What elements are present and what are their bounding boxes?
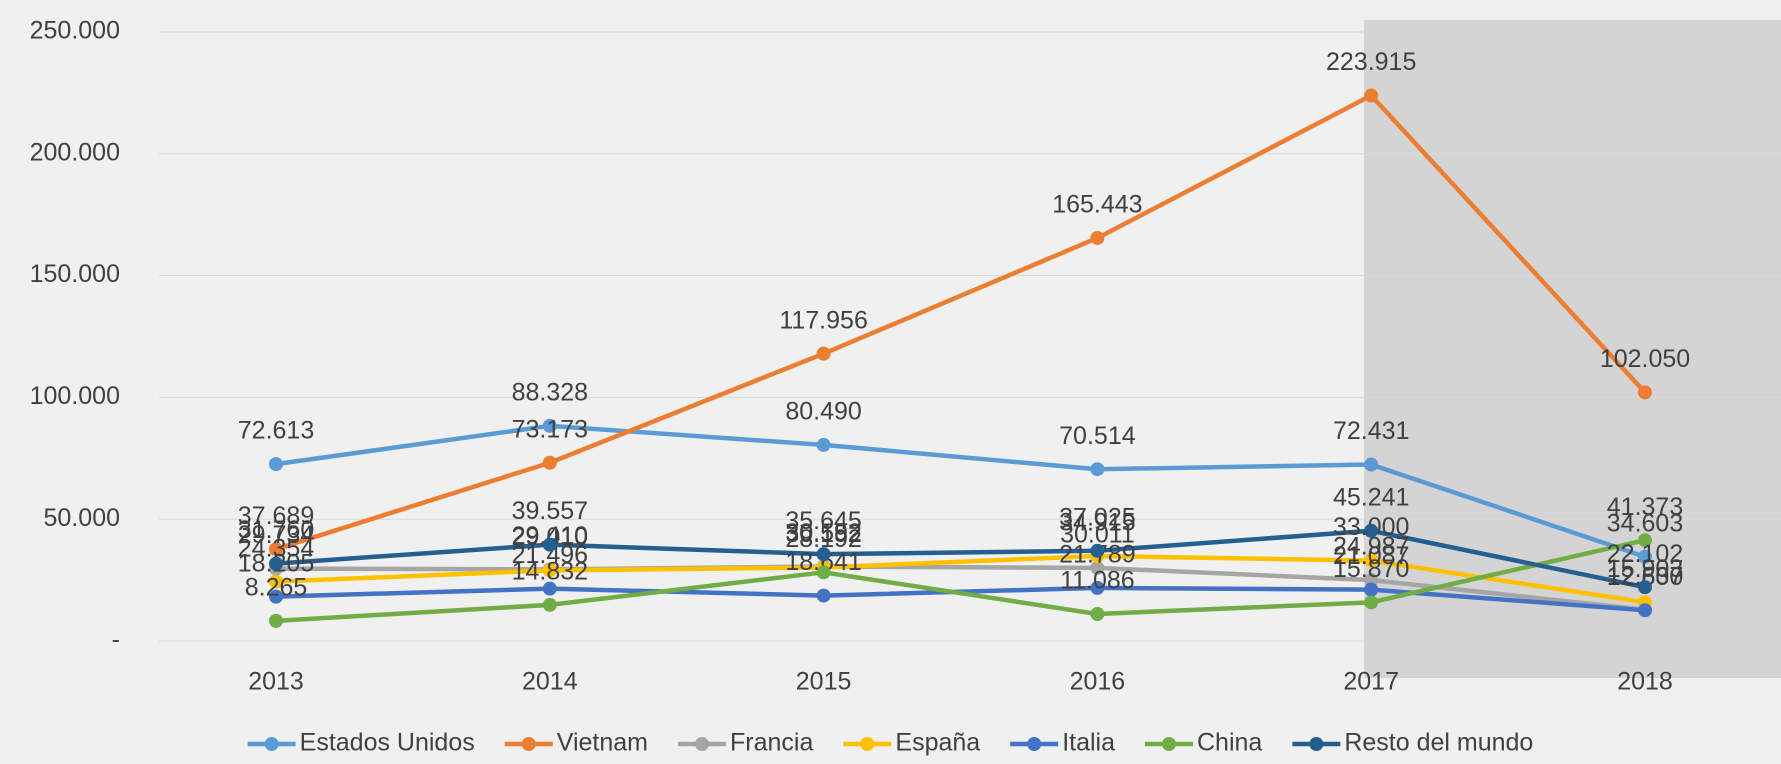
- data-label: 223.915: [1326, 48, 1416, 76]
- data-point: [1364, 458, 1378, 472]
- data-point: [1090, 544, 1104, 558]
- data-point: [1364, 89, 1378, 103]
- data-label: 11.086: [1060, 567, 1135, 595]
- data-label: 45.241: [1333, 483, 1409, 511]
- data-point: [1090, 462, 1104, 476]
- data-point: [543, 598, 557, 612]
- data-point: [1638, 603, 1652, 617]
- legend-label: Italia: [1062, 729, 1115, 757]
- data-point: [269, 614, 283, 628]
- data-point: [817, 565, 831, 579]
- data-label: 15.870: [1333, 555, 1409, 583]
- data-point: [1090, 607, 1104, 621]
- data-point: [269, 557, 283, 571]
- y-tick-label: 50.000: [44, 504, 120, 532]
- data-label: 37.025: [1059, 503, 1135, 531]
- data-point: [1090, 231, 1104, 245]
- x-tick-label: 2016: [1070, 668, 1126, 696]
- data-point: [817, 347, 831, 361]
- y-tick-label: 200.000: [30, 138, 120, 166]
- legend-marker: [1309, 737, 1323, 751]
- data-label: 39.557: [512, 497, 588, 525]
- y-tick-label: 100.000: [30, 382, 120, 410]
- data-label: 117.956: [779, 306, 868, 334]
- legend-label: España: [895, 729, 980, 757]
- x-tick-label: 2015: [796, 668, 852, 696]
- y-tick-label: -: [112, 626, 120, 654]
- data-label: 31.760: [238, 516, 314, 544]
- legend-marker: [265, 737, 279, 751]
- legend-label: Francia: [730, 729, 813, 757]
- data-label: 70.514: [1059, 422, 1136, 450]
- chart: - 50.000 100.000 150.000 200.000 250.000 2013 2…: [0, 0, 1781, 764]
- legend-marker: [522, 737, 536, 751]
- x-tick-label: 2013: [248, 668, 304, 696]
- legend-label: China: [1197, 729, 1262, 757]
- x-tick-label: 2014: [522, 668, 578, 696]
- data-label: 72.431: [1333, 417, 1409, 445]
- x-tick-label: 2018: [1617, 668, 1673, 696]
- data-label: 41.373: [1607, 493, 1683, 521]
- data-label: 22.102: [1607, 540, 1683, 568]
- data-label: 73.173: [512, 415, 588, 443]
- legend-marker: [1162, 737, 1176, 751]
- y-tick-label: 250.000: [30, 17, 120, 45]
- x-tick-label: 2017: [1343, 668, 1399, 696]
- data-label: 14.832: [512, 557, 588, 585]
- data-point: [1364, 524, 1378, 538]
- data-label: 88.328: [512, 378, 588, 406]
- data-point: [1364, 595, 1378, 609]
- y-tick-label: 150.000: [30, 260, 120, 288]
- data-point: [817, 589, 831, 603]
- data-point: [1638, 385, 1652, 399]
- legend-label: Estados Unidos: [300, 729, 475, 757]
- legend-label: Resto del mundo: [1344, 729, 1533, 757]
- data-label: 8.265: [245, 573, 308, 601]
- data-label: 35.645: [785, 507, 861, 535]
- legend-marker: [695, 737, 709, 751]
- data-point: [817, 438, 831, 452]
- data-point: [817, 547, 831, 561]
- data-point: [543, 538, 557, 552]
- data-point: [269, 457, 283, 471]
- legend-marker: [860, 737, 874, 751]
- legend-label: Vietnam: [557, 729, 648, 757]
- data-point: [1638, 580, 1652, 594]
- data-label: 102.050: [1600, 345, 1690, 373]
- highlight-area: [1364, 20, 1781, 678]
- data-label: 80.490: [785, 398, 861, 426]
- data-label: 165.443: [1052, 191, 1142, 219]
- data-point: [1364, 583, 1378, 597]
- data-label: 72.613: [238, 417, 314, 445]
- data-point: [543, 456, 557, 470]
- legend-marker: [1027, 737, 1041, 751]
